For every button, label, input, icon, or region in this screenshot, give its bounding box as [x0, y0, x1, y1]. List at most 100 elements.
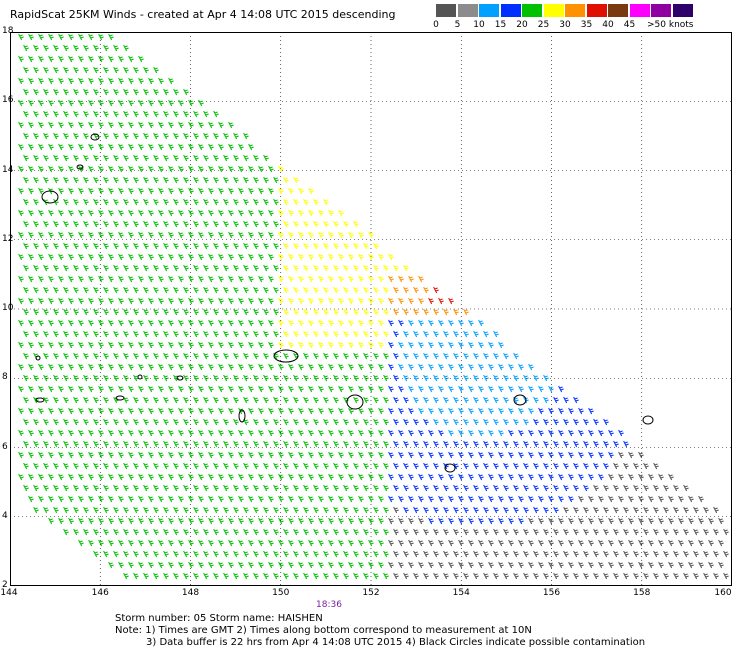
wind-barb — [108, 231, 114, 239]
wind-barb — [108, 561, 114, 569]
wind-barb — [213, 330, 219, 338]
wind-barb — [513, 374, 519, 382]
wind-barb — [78, 297, 84, 305]
wind-barb — [198, 165, 204, 173]
wind-barb — [63, 66, 69, 74]
wind-barb — [108, 55, 114, 63]
wind-barb — [133, 220, 139, 228]
wind-barb — [363, 572, 369, 580]
wind-barb — [518, 451, 524, 459]
wind-barb — [518, 495, 524, 503]
wind-barb — [653, 484, 659, 492]
wind-barb — [408, 319, 414, 327]
wind-barb — [223, 286, 229, 294]
wind-barb — [163, 418, 169, 426]
wind-barb — [83, 374, 89, 382]
wind-barb — [433, 528, 439, 536]
wind-map-plot[interactable] — [10, 32, 732, 586]
wind-barb — [153, 286, 159, 294]
wind-barb — [288, 319, 294, 327]
wind-barb — [233, 352, 239, 360]
wind-barb — [233, 528, 239, 536]
wind-barb — [43, 242, 49, 250]
wind-barb — [28, 297, 34, 305]
island-outline — [238, 409, 246, 423]
wind-barb — [338, 473, 344, 481]
wind-barb — [673, 528, 679, 536]
wind-barb — [428, 539, 434, 547]
wind-barb — [453, 440, 459, 448]
wind-barb — [93, 418, 99, 426]
wind-barb — [218, 253, 224, 261]
wind-barb — [228, 165, 234, 173]
wind-barb — [648, 539, 654, 547]
wind-barb — [228, 451, 234, 459]
wind-barb — [608, 539, 614, 547]
wind-barb — [73, 528, 79, 536]
wind-barb — [433, 572, 439, 580]
wind-barb — [298, 275, 304, 283]
wind-barb — [373, 374, 379, 382]
wind-barb — [343, 506, 349, 514]
wind-barb — [73, 242, 79, 250]
wind-barb — [388, 561, 394, 569]
wind-barb — [153, 154, 159, 162]
wind-barb — [158, 341, 164, 349]
lat-tick-label: 2 — [2, 580, 8, 590]
wind-barb — [378, 451, 384, 459]
wind-barb — [598, 451, 604, 459]
wind-barb — [48, 407, 54, 415]
scale-tick-label: 30 — [559, 20, 571, 30]
wind-barb — [253, 242, 259, 250]
wind-barb — [488, 539, 494, 547]
wind-barb — [43, 264, 49, 272]
wind-barb — [108, 495, 114, 503]
wind-barb — [188, 539, 194, 547]
wind-barb — [223, 550, 229, 558]
wind-barb — [43, 462, 49, 470]
wind-barb — [88, 209, 94, 217]
wind-barb — [173, 572, 179, 580]
wind-barb — [418, 275, 424, 283]
scale-tick-label: 10 — [473, 20, 485, 30]
wind-barb — [413, 396, 419, 404]
wind-barb — [648, 561, 654, 569]
wind-barb — [593, 572, 599, 580]
wind-barb — [553, 528, 559, 536]
wind-barb — [328, 385, 334, 393]
wind-barb — [193, 506, 199, 514]
wind-barb — [38, 77, 44, 85]
wind-barb — [568, 561, 574, 569]
wind-barb — [663, 506, 669, 514]
wind-barb — [238, 275, 244, 283]
wind-barb — [163, 374, 169, 382]
wind-barb — [498, 495, 504, 503]
wind-barb — [298, 473, 304, 481]
wind-barb — [133, 176, 139, 184]
wind-barb — [403, 264, 409, 272]
wind-barb — [658, 473, 664, 481]
wind-barb — [453, 396, 459, 404]
wind-barb — [213, 396, 219, 404]
wind-barb — [188, 517, 194, 525]
wind-barb — [183, 88, 189, 96]
wind-barb — [113, 286, 119, 294]
wind-barb — [203, 264, 209, 272]
wind-barb — [123, 462, 129, 470]
wind-barb — [53, 264, 59, 272]
wind-barb — [273, 550, 279, 558]
wind-barb — [343, 308, 349, 316]
wind-barb — [378, 473, 384, 481]
wind-barb — [118, 231, 124, 239]
wind-barb — [243, 264, 249, 272]
wind-barb — [18, 451, 24, 459]
wind-barb — [98, 55, 104, 63]
wind-barb — [128, 561, 134, 569]
wind-barb — [418, 407, 424, 415]
wind-barb — [458, 495, 464, 503]
wind-barb — [88, 363, 94, 371]
wind-barb — [558, 473, 564, 481]
wind-barb — [28, 99, 34, 107]
wind-barb — [693, 550, 699, 558]
wind-barb — [408, 539, 414, 547]
